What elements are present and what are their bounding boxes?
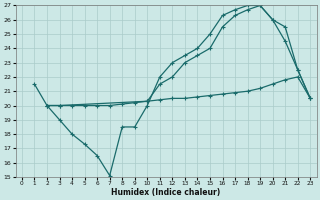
X-axis label: Humidex (Indice chaleur): Humidex (Indice chaleur) bbox=[111, 188, 221, 197]
